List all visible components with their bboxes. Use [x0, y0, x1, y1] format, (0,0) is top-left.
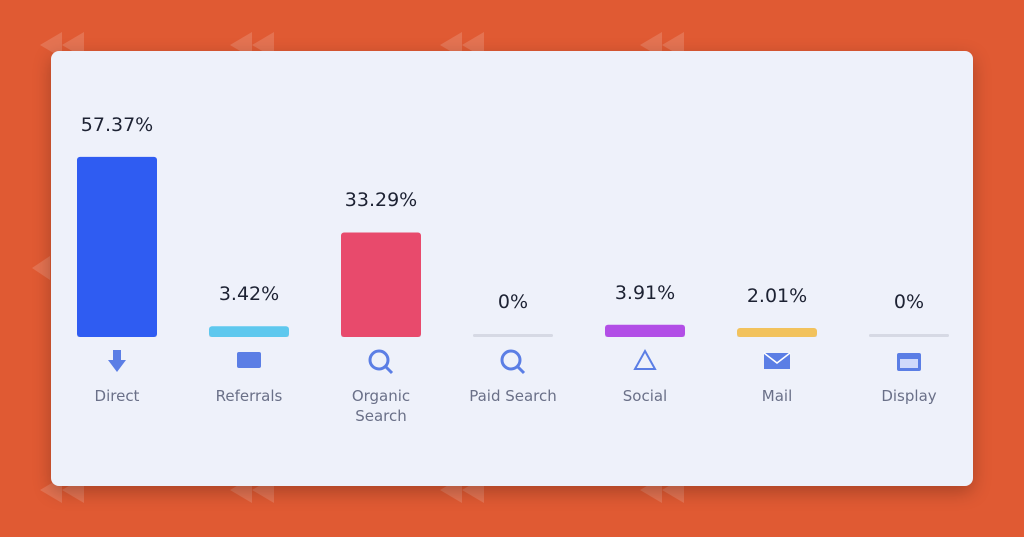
icon — [108, 350, 126, 372]
icon — [516, 365, 526, 375]
icon — [368, 349, 390, 371]
bar — [209, 326, 289, 337]
value-label: 3.42% — [218, 283, 280, 306]
chart-card — [51, 51, 973, 486]
icon — [237, 352, 261, 368]
icon — [384, 365, 394, 375]
bar — [605, 324, 685, 337]
value-label: 57.37% — [80, 113, 154, 136]
icon — [900, 359, 918, 368]
value-label: 0% — [497, 291, 529, 313]
category-label: Mail — [761, 387, 793, 405]
icon — [633, 348, 657, 370]
category-label: Paid Search — [469, 387, 557, 405]
value-label: 3.91% — [614, 281, 676, 304]
value-label: 0% — [893, 291, 925, 313]
value-label: 33.29% — [344, 189, 418, 212]
bar — [737, 328, 817, 337]
bar — [473, 334, 553, 337]
bar — [77, 156, 157, 337]
category-label: Social — [622, 387, 668, 405]
category-label: Display — [881, 387, 937, 405]
icon — [764, 353, 790, 369]
category-label: Direct — [94, 387, 140, 405]
bar — [341, 232, 421, 337]
category-label: Organic Search — [351, 387, 411, 425]
bar — [869, 334, 949, 337]
icon — [500, 349, 522, 371]
icon — [763, 352, 791, 364]
category-label: Referrals — [215, 387, 283, 405]
value-label: 2.01% — [746, 285, 808, 307]
